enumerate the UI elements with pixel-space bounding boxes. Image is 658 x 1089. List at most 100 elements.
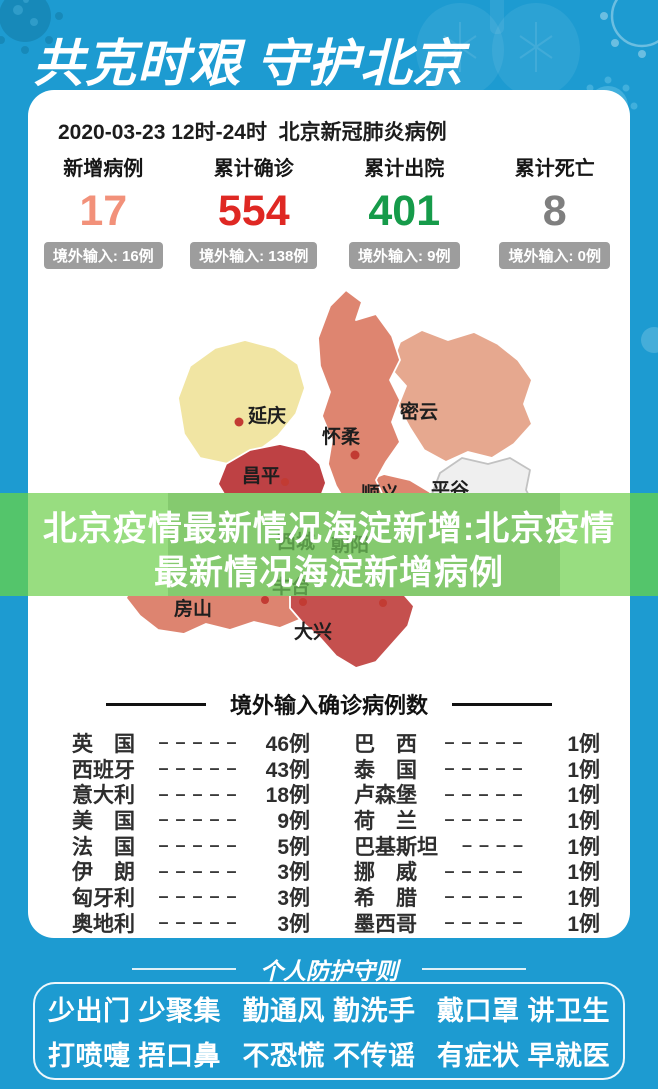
- import-case-row: 匈牙利 – – – – – 3例: [72, 884, 310, 910]
- protection-row: 少出门 少聚集 勤通风 勤洗手 戴口罩 讲卫生: [35, 989, 623, 1028]
- stat-total-confirmed: 累计确诊 554 境外输入: 138例: [179, 152, 330, 270]
- dash-leader: – – – – –: [158, 809, 238, 830]
- import-case-row: 美 国 – – – – – 9例: [72, 807, 310, 833]
- protection-rule: 不恐慌 不传谣: [242, 1040, 416, 1071]
- dash-leader: – – – – –: [444, 886, 524, 907]
- virus-icon: [600, 0, 658, 58]
- dash-leader: – – – – –: [158, 758, 238, 779]
- country-name: 美 国: [72, 809, 135, 833]
- protection-rule: 少出门 少聚集: [48, 996, 222, 1027]
- country-name: 意大利: [72, 784, 135, 808]
- dash-leader: – – – – –: [158, 783, 238, 804]
- stat-value: 554: [217, 187, 290, 235]
- import-case-row: 卢森堡 – – – – – 1例: [354, 781, 600, 808]
- dash-leader: – – – – –: [158, 860, 238, 881]
- case-count: 1例: [567, 912, 600, 936]
- district-yanqing: [177, 339, 306, 465]
- protection-rules-box: 少出门 少聚集 勤通风 勤洗手 戴口罩 讲卫生 打喷嚏 捂口鼻 不恐慌 不传谣 …: [33, 982, 625, 1080]
- case-count: 1例: [567, 886, 600, 910]
- case-count: 1例: [567, 809, 600, 833]
- stat-value: 8: [542, 187, 567, 235]
- country-name: 挪 威: [354, 861, 417, 885]
- virus-icon: [641, 327, 658, 353]
- stat-label: 新增病例: [63, 158, 144, 180]
- stat-new-cases: 新增病例 17 境外输入: 16例: [28, 152, 179, 270]
- dash-leader: – – – – –: [158, 886, 238, 907]
- protection-title: 个人防护守则: [260, 958, 398, 984]
- headline-line-2: 最新情况海淀新增病例: [154, 554, 504, 592]
- protection-section-header: 个人防护守则: [0, 952, 658, 986]
- stat-total-deaths: 累计死亡 8 境外输入: 0例: [480, 152, 631, 270]
- case-count: 1例: [567, 758, 600, 782]
- case-count: 46例: [265, 732, 310, 756]
- country-name: 巴基斯坦: [354, 835, 438, 859]
- import-case-row: 英 国 – – – – – 46例: [72, 730, 310, 756]
- dash-leader: – – – – –: [444, 860, 524, 881]
- imported-badge: 境外输入: 16例: [43, 242, 163, 270]
- case-count: 43例: [265, 758, 310, 782]
- banner-edge: [630, 493, 658, 596]
- import-case-row: 巴基斯坦 – – – – 1例: [354, 833, 600, 859]
- case-count: 18例: [265, 784, 310, 808]
- district-label-changping: 昌平: [242, 465, 280, 487]
- country-name: 西班牙: [72, 758, 135, 782]
- dash-leader: – – – – –: [158, 912, 238, 933]
- protection-rule: 勤通风 勤洗手: [242, 996, 416, 1027]
- imported-section-title: 境外输入确诊病例数: [229, 693, 428, 718]
- case-dots: [234, 417, 387, 607]
- import-case-row: 意大利 – – – – – 18例: [72, 781, 310, 808]
- protection-rule: 打喷嚏 捂口鼻: [48, 1040, 222, 1071]
- stat-label: 累计确诊: [213, 158, 294, 180]
- imported-list-left: 英 国 – – – – – 46例 西班牙 – – – – – 43例 意大利 – – –…: [72, 730, 310, 936]
- ghost-district-label: 朝阳: [331, 535, 370, 556]
- country-name: 卢森堡: [354, 784, 417, 808]
- case-count: 1例: [567, 784, 600, 808]
- import-case-row: 挪 威 – – – – – 1例: [354, 858, 600, 885]
- imported-badge: 境外输入: 138例: [190, 242, 318, 270]
- page-title: 共克时艰 守护北京: [33, 35, 465, 92]
- case-count: 1例: [567, 861, 600, 885]
- country-name: 荷 兰: [354, 809, 417, 833]
- district-label-fangshan: 房山: [174, 597, 212, 620]
- dash-leader: – – – – –: [158, 835, 238, 856]
- beijing-district-map: 延庆 密云 怀柔 昌平 顺义 平谷 房山 大兴: [125, 289, 537, 668]
- case-count: 9例: [277, 809, 310, 833]
- country-name: 巴 西: [354, 732, 417, 756]
- country-name: 泰 国: [354, 758, 417, 782]
- import-case-row: 墨西哥 – – – – – 1例: [354, 910, 600, 936]
- import-case-row: 希 腊 – – – – – 1例: [354, 884, 600, 910]
- stat-total-discharged: 累计出院 401 境外输入: 9例: [329, 152, 480, 270]
- divider-line: [132, 968, 236, 970]
- import-case-row: 法 国 – – – – – 5例: [72, 833, 310, 859]
- protection-row: 打喷嚏 捂口鼻 不恐慌 不传谣 有症状 早就医: [35, 1034, 623, 1073]
- country-name: 希 腊: [354, 886, 417, 910]
- stats-row: 新增病例 17 境外输入: 16例 累计确诊 554 境外输入: 138例 累计…: [28, 152, 631, 270]
- dash-leader: – – – –: [461, 835, 525, 856]
- case-count: 1例: [567, 732, 600, 756]
- dash-leader: – – – – –: [444, 783, 524, 804]
- imported-list-right: 巴 西 – – – – – 1例 泰 国 – – – – – 1例 卢森堡 – – – –…: [354, 730, 600, 936]
- case-count: 3例: [277, 861, 310, 885]
- import-case-row: 奥地利 – – – – – 3例: [72, 910, 310, 936]
- protection-rule: 有症状 早就医: [436, 1040, 610, 1071]
- district-huairou: [317, 289, 401, 513]
- imported-section-header: 境外输入确诊病例数: [28, 688, 630, 720]
- ghost-district-label: 丰台: [272, 577, 311, 598]
- country-name: 墨西哥: [354, 912, 417, 936]
- case-count: 5例: [277, 835, 310, 859]
- district-label-yanqing: 延庆: [247, 404, 286, 427]
- case-count: 3例: [277, 886, 310, 910]
- divider-line: [452, 702, 552, 706]
- stat-value: 17: [79, 187, 128, 235]
- divider-line: [105, 702, 206, 706]
- import-case-row: 西班牙 – – – – – 43例: [72, 756, 310, 782]
- banner-edge: [0, 493, 28, 596]
- country-name: 匈牙利: [72, 886, 135, 910]
- import-case-row: 泰 国 – – – – – 1例: [354, 756, 600, 782]
- import-case-row: 伊 朗 – – – – – 3例: [72, 858, 310, 885]
- dash-leader: – – – – –: [444, 912, 524, 933]
- divider-line: [422, 968, 526, 970]
- case-count: 3例: [277, 912, 310, 936]
- dash-leader: – – – – –: [444, 732, 524, 753]
- dash-leader: – – – – –: [158, 732, 238, 753]
